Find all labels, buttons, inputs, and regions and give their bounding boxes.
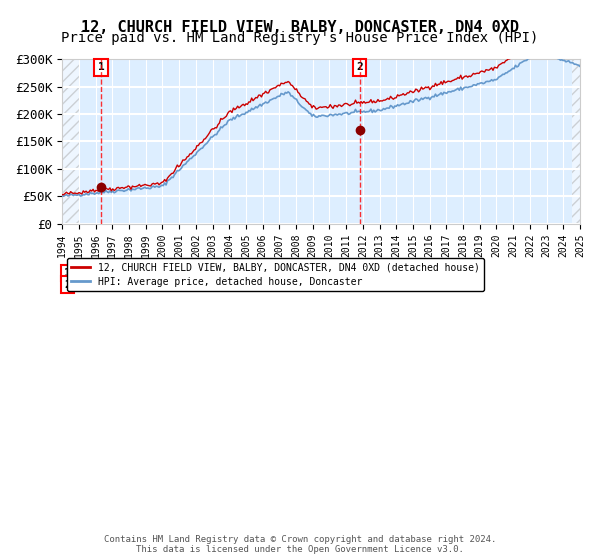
Text: 12, CHURCH FIELD VIEW, BALBY, DONCASTER, DN4 0XD: 12, CHURCH FIELD VIEW, BALBY, DONCASTER,… <box>81 20 519 35</box>
Text: 26-APR-1996            £67,000         13% ↑ HPI: 26-APR-1996 £67,000 13% ↑ HPI <box>88 268 425 278</box>
Text: 1: 1 <box>98 62 104 72</box>
Text: 21-OCT-2011            £170,000         2% ↑ HPI: 21-OCT-2011 £170,000 2% ↑ HPI <box>88 279 425 290</box>
Text: 2: 2 <box>356 62 363 72</box>
Text: 1: 1 <box>64 268 71 278</box>
Text: Price paid vs. HM Land Registry's House Price Index (HPI): Price paid vs. HM Land Registry's House … <box>61 31 539 45</box>
Text: 2: 2 <box>64 279 71 290</box>
Legend: 12, CHURCH FIELD VIEW, BALBY, DONCASTER, DN4 0XD (detached house), HPI: Average : 12, CHURCH FIELD VIEW, BALBY, DONCASTER,… <box>67 258 484 291</box>
Text: Contains HM Land Registry data © Crown copyright and database right 2024.
This d: Contains HM Land Registry data © Crown c… <box>104 535 496 554</box>
